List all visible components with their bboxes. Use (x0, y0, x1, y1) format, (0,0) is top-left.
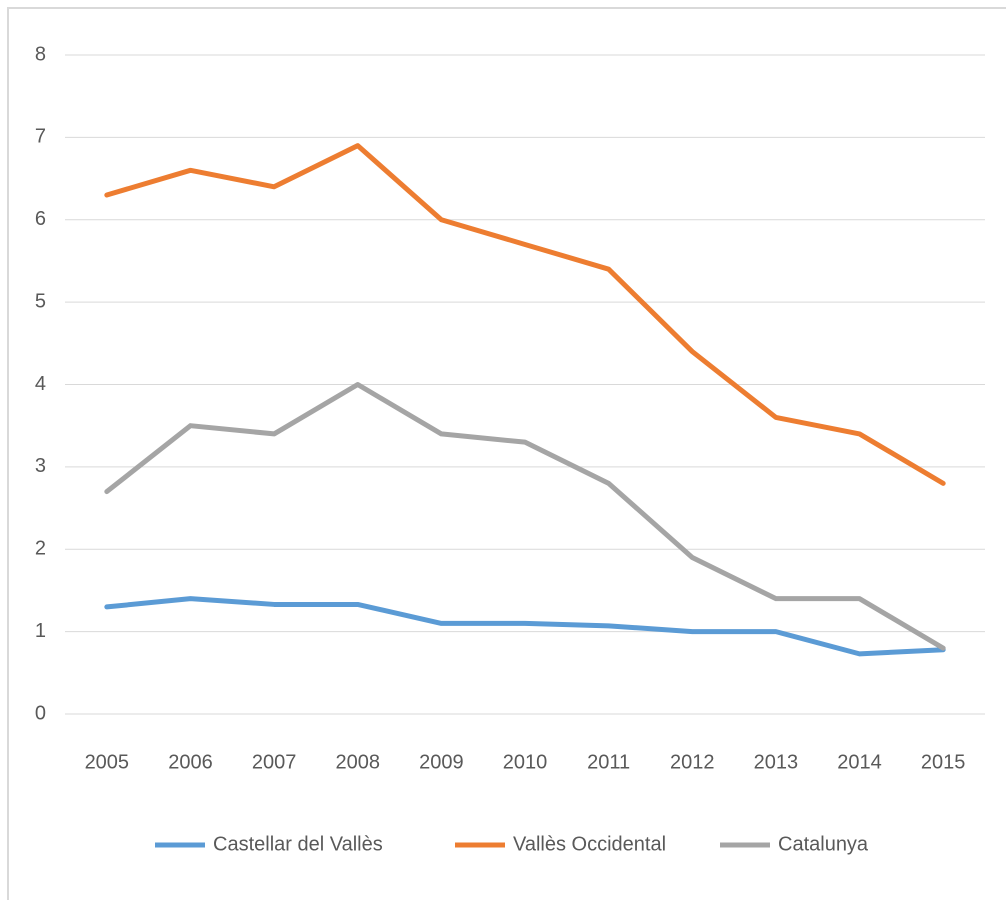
chart-frame (7, 7, 1006, 905)
y-tick-label: 3 (35, 455, 46, 477)
y-tick-label: 7 (35, 126, 46, 148)
x-tick-label: 2013 (754, 751, 799, 773)
series-line (104, 143, 946, 486)
series-line (104, 382, 946, 651)
x-tick-label: 2011 (587, 751, 630, 773)
y-tick-label: 4 (35, 373, 46, 395)
x-tick-label: 2006 (168, 751, 213, 773)
x-tick-label: 2007 (252, 751, 297, 773)
legend-label: Castellar del Vallès (213, 833, 383, 855)
x-tick-label: 2009 (419, 751, 464, 773)
series-line (104, 596, 946, 657)
y-tick-label: 2 (35, 538, 46, 560)
x-tick-label: 2012 (670, 751, 715, 773)
x-tick-label: 2015 (921, 751, 966, 773)
legend-label: Vallès Occidental (513, 833, 666, 855)
x-tick-label: 2014 (837, 751, 882, 773)
y-tick-label: 0 (35, 702, 46, 724)
x-tick-label: 2010 (503, 751, 548, 773)
x-tick-label: 2005 (85, 751, 130, 773)
y-tick-label: 6 (35, 208, 46, 230)
x-tick-label: 2008 (335, 751, 380, 773)
y-tick-label: 8 (35, 43, 46, 65)
legend-label: Catalunya (778, 833, 869, 855)
y-tick-label: 1 (35, 620, 46, 642)
y-tick-label: 5 (35, 290, 46, 312)
